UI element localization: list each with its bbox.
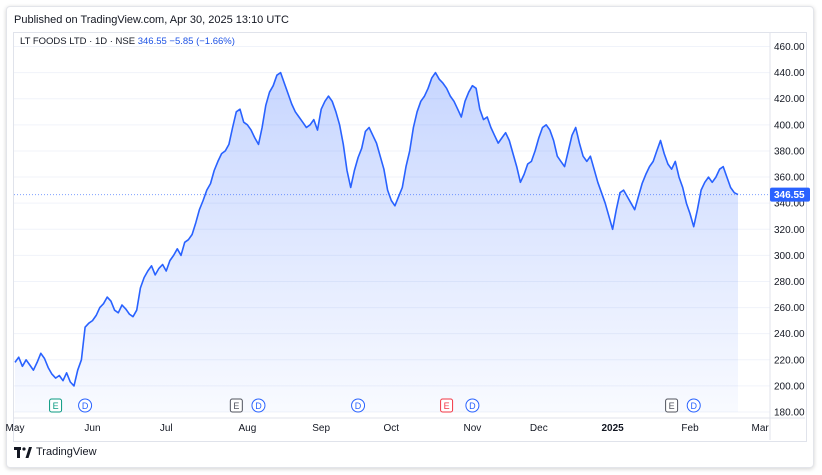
y-tick-label: 220.00: [774, 355, 805, 366]
footer-branding[interactable]: TradingView: [14, 446, 97, 458]
earnings-marker-box: [440, 398, 454, 413]
y-tick-label: 200.00: [774, 381, 805, 392]
dividend-marker-circle: [686, 398, 701, 413]
last-price-label: 346.55: [770, 187, 810, 202]
published-caption: Published on TradingView.com, Apr 30, 20…: [14, 14, 289, 26]
y-tick-label: 180.00: [774, 408, 805, 419]
x-tick-label: Sep: [312, 423, 330, 434]
earnings-marker-box: [665, 398, 679, 413]
earnings-marker-box: [49, 398, 63, 413]
event-marker-letter: E: [233, 401, 239, 411]
y-tick-label: 240.00: [774, 329, 805, 340]
x-tick-label: Jun: [84, 423, 100, 434]
event-marker-letter: D: [355, 401, 362, 411]
x-tick-label: May: [6, 423, 25, 434]
dividend-marker-circle: [465, 398, 480, 413]
x-tick-label: Nov: [464, 423, 482, 434]
earnings-marker[interactable]: E: [229, 398, 243, 413]
event-marker-letter: E: [669, 401, 675, 411]
dividend-marker-circle: [251, 398, 266, 413]
event-marker-letter: D: [255, 401, 262, 411]
last-price-value: 346.55: [774, 190, 805, 201]
dividend-marker[interactable]: D: [78, 398, 93, 413]
x-tick-label: Feb: [681, 423, 699, 434]
y-tick-label: 320.00: [774, 225, 805, 236]
earnings-marker[interactable]: E: [665, 398, 679, 413]
event-marker-letter: E: [444, 401, 450, 411]
y-tick-label: 260.00: [774, 303, 805, 314]
legend-price: 346.55: [137, 36, 167, 47]
event-marker-letter: D: [82, 401, 89, 411]
dividend-marker[interactable]: D: [351, 398, 366, 413]
x-tick-label: Mar: [752, 423, 770, 434]
y-tick-label: 340.00: [774, 199, 805, 210]
earnings-marker[interactable]: E: [49, 398, 63, 413]
y-tick-label: 420.00: [774, 94, 805, 105]
event-marker-letter: D: [469, 401, 476, 411]
y-tick-label: 460.00: [774, 42, 805, 53]
legend-change: −5.85 (−1.66%): [169, 36, 235, 47]
time-axis: MayJunJulAugSepOctNovDec2025FebMarAprMay: [6, 423, 770, 434]
x-tick-label: Aug: [238, 423, 256, 434]
event-marker-letter: E: [53, 401, 59, 411]
dividend-marker-circle: [78, 398, 93, 413]
footer-brand: TradingView: [36, 446, 97, 458]
price-line: [14, 71, 739, 387]
earnings-marker[interactable]: E: [440, 398, 454, 413]
y-tick-label: 280.00: [774, 277, 805, 288]
y-tick-label: 400.00: [774, 120, 805, 131]
dividend-marker[interactable]: D: [251, 398, 266, 413]
x-tick-label: Oct: [383, 423, 399, 434]
y-tick-label: 440.00: [774, 68, 805, 79]
event-markers: EDEDDEDEDE: [49, 398, 701, 413]
dividend-marker[interactable]: D: [465, 398, 480, 413]
y-tick-label: 380.00: [774, 146, 805, 157]
x-tick-label: 2025: [601, 423, 624, 434]
earnings-marker-box: [229, 398, 243, 413]
y-tick-label: 360.00: [774, 173, 805, 184]
price-area-fill: [15, 72, 738, 412]
tradingview-logo-icon: [14, 446, 32, 458]
last-price-badge: [770, 187, 810, 202]
symbol-legend[interactable]: LT FOODS LTD · 1D · NSE 346.55 −5.85 (−1…: [20, 36, 235, 47]
symbol-info: LT FOODS LTD · 1D · NSE: [20, 36, 136, 47]
dividend-marker[interactable]: D: [686, 398, 701, 413]
y-tick-label: 300.00: [774, 251, 805, 262]
price-axis: 460.00 440.00 420.00 400.00 380.00 360.00 340.…: [14, 33, 805, 440]
x-tick-label: Dec: [530, 423, 548, 434]
dividend-marker-circle: [351, 398, 366, 413]
x-tick-label: Jul: [160, 423, 173, 434]
event-marker-letter: D: [690, 401, 697, 411]
